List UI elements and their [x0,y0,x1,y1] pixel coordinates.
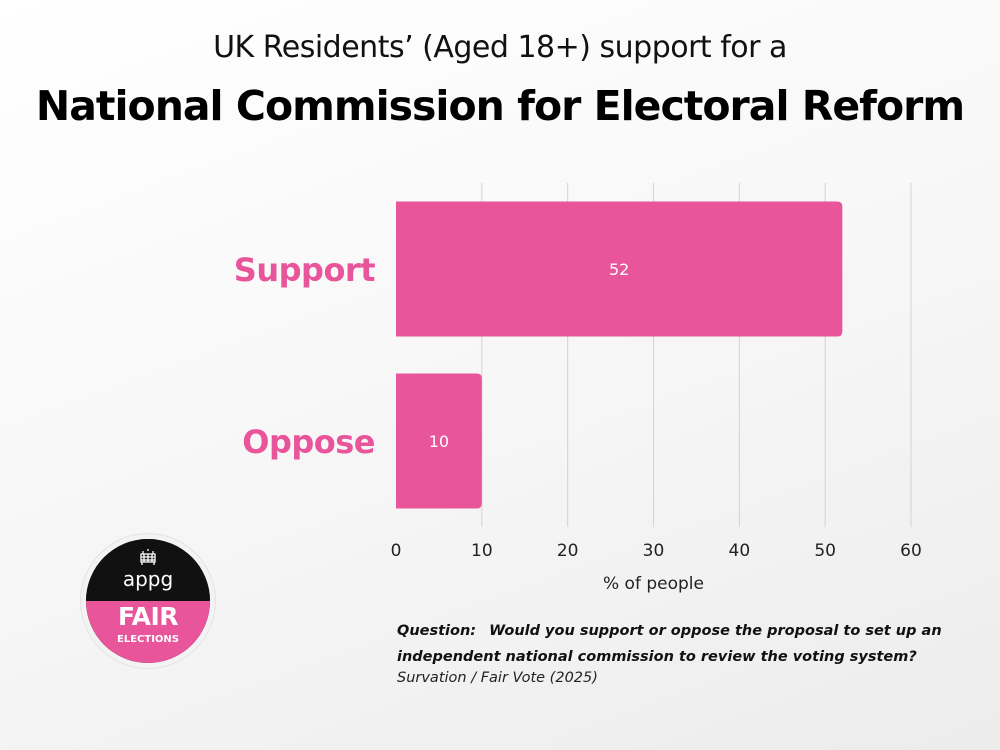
category-label-oppose: Oppose [242,423,375,461]
bar-oppose [396,373,482,509]
x-tick-label: 50 [814,541,836,561]
x-tick-label: 20 [557,541,579,561]
bar-support [396,201,843,337]
x-tick-label: 40 [729,541,751,561]
chart-subtitle: UK Residents’ (Aged 18+) support for a [213,30,787,65]
logo-appg-text: appg [122,567,174,591]
survey-question: Question: Would you support or oppose th… [397,618,957,670]
category-label-support: Support [234,251,375,289]
x-axis-title: % of people [603,574,704,594]
x-tick-label: 10 [471,541,493,561]
logo-fair-text: FAIR [117,602,179,631]
question-label: Question: [397,623,477,639]
appg-fair-elections-logo: appg FAIR ELECTIONS [81,534,215,668]
x-tick-label: 0 [391,541,402,561]
x-tick-label: 60 [900,541,922,561]
x-tick-label: 30 [643,541,665,561]
data-label-support: 52 [609,260,629,279]
chart-title: National Commission for Electoral Reform [35,82,965,130]
portcullis-icon [140,549,156,565]
logo-elections-text: ELECTIONS [117,634,179,645]
data-label-oppose: 10 [429,432,449,451]
question-text: Would you support or oppose the proposal… [397,623,942,665]
source-citation: Survation / Fair Vote (2025) [397,670,598,686]
